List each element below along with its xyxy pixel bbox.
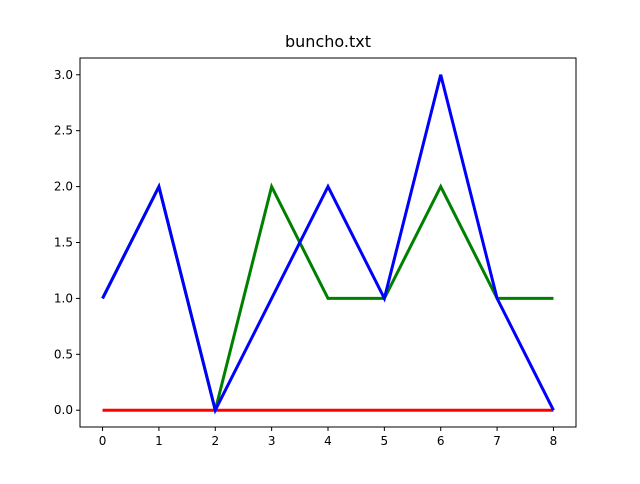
x-tick-label: 2 <box>211 434 219 448</box>
y-tick-label: 0.5 <box>54 347 73 361</box>
x-tick-label: 4 <box>324 434 332 448</box>
x-tick-label: 5 <box>381 434 389 448</box>
x-tick-label: 0 <box>99 434 107 448</box>
x-tick-label: 3 <box>268 434 276 448</box>
x-tick-label: 8 <box>550 434 558 448</box>
x-tick-label: 1 <box>155 434 163 448</box>
series-line-3 <box>101 74 555 415</box>
axes-frame <box>79 57 577 428</box>
y-tick-label: 3.0 <box>54 68 73 82</box>
y-tick-label: 1.0 <box>54 291 73 305</box>
series-line-2 <box>101 182 554 411</box>
y-tick-label: 2.0 <box>54 180 73 194</box>
x-tick-label: 6 <box>437 434 445 448</box>
chart-title: buncho.txt <box>285 32 371 51</box>
y-tick-label: 2.5 <box>54 124 73 138</box>
y-tick-label: 1.5 <box>54 236 73 250</box>
y-tick-label: 0.0 <box>54 403 73 417</box>
x-tick-label: 7 <box>493 434 501 448</box>
